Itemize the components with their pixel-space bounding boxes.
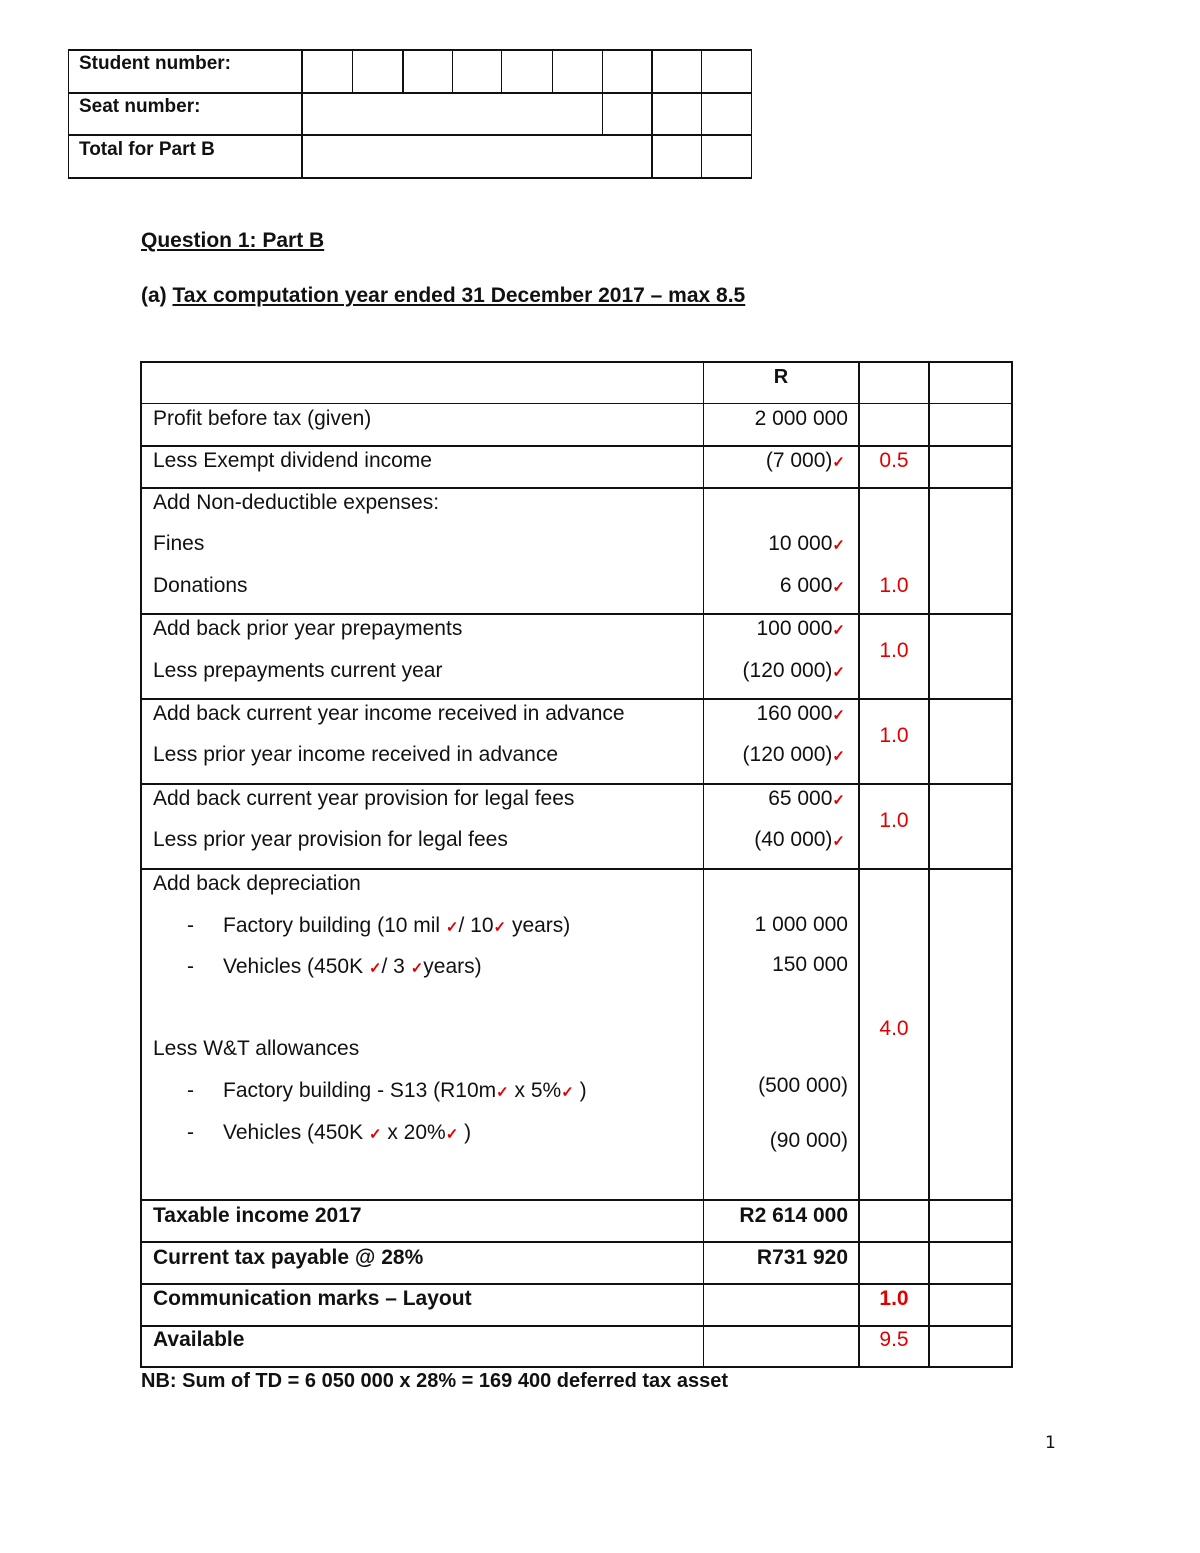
- nondeductible-label: Add Non-deductible expenses:: [153, 491, 440, 514]
- dash: -: [187, 1079, 194, 1102]
- tick-icon: ✓: [832, 454, 845, 471]
- text: years): [423, 955, 482, 978]
- total-part-b-label: Total for Part B: [79, 139, 215, 160]
- donations-amount: 6 000: [779, 574, 833, 597]
- tick-icon: ✓: [832, 664, 845, 681]
- prepayments-label-1: Add back prior year prepayments: [153, 617, 463, 640]
- subtitle-prefix: (a): [141, 284, 173, 307]
- donations-label: Donations: [153, 574, 248, 597]
- text: / 3: [381, 955, 411, 978]
- income-advance-mark: 1.0: [879, 724, 909, 747]
- depreciation-factory-label: Factory building (10 mil ✓/ 10✓ years): [223, 914, 570, 940]
- depreciation-vehicles-label: Vehicles (450K ✓/ 3 ✓years): [223, 955, 482, 981]
- wt-factory-amount: (500 000): [758, 1074, 848, 1097]
- tick-icon: ✓: [832, 833, 845, 850]
- dash: -: [187, 1121, 194, 1144]
- taxable-income-label: Taxable income 2017: [153, 1204, 362, 1227]
- tick-icon: ✓: [832, 622, 845, 639]
- tick-icon: ✓: [496, 1084, 509, 1101]
- prepayments-amount-2: (120 000): [742, 659, 833, 682]
- text: Factory building (10 mil: [223, 914, 446, 937]
- fines-label: Fines: [153, 532, 205, 555]
- dash: -: [187, 955, 194, 978]
- page-number: 1: [1045, 1433, 1056, 1453]
- text: x 5%: [508, 1079, 562, 1102]
- column-header-rand: R: [773, 366, 789, 388]
- wt-factory-label: Factory building - S13 (R10m✓ x 5%✓ ): [223, 1079, 587, 1105]
- tick-icon: ✓: [832, 748, 845, 765]
- prepayments-amount-1: 100 000: [756, 617, 833, 640]
- wt-vehicles-label: Vehicles (450K ✓ x 20%✓ ): [223, 1121, 471, 1147]
- profit-label: Profit before tax (given): [153, 407, 372, 430]
- fines-amount: 10 000: [768, 532, 833, 555]
- income-advance-amount-2: (120 000): [742, 743, 833, 766]
- exempt-amount: (7 000): [765, 449, 833, 472]
- available-mark: 9.5: [879, 1328, 909, 1351]
- legal-mark: 1.0: [879, 809, 909, 832]
- tick-icon: ✓: [410, 960, 424, 977]
- question-title: Question 1: Part B: [141, 229, 325, 252]
- legal-label-1: Add back current year provision for lega…: [153, 787, 575, 810]
- depreciation-label: Add back depreciation: [153, 872, 361, 895]
- exempt-mark: 0.5: [879, 449, 909, 472]
- text: Factory building - S13 (R10m: [223, 1079, 497, 1102]
- tick-icon: ✓: [832, 792, 845, 809]
- prepayments-label-2: Less prepayments current year: [153, 659, 443, 682]
- depreciation-factory-amount: 1 000 000: [754, 913, 848, 936]
- income-advance-amount-1: 160 000: [756, 702, 833, 725]
- available-label: Available: [153, 1328, 245, 1351]
- exempt-label: Less Exempt dividend income: [153, 449, 432, 472]
- communication-label: Communication marks – Layout: [153, 1287, 472, 1310]
- depreciation-mark: 4.0: [879, 1017, 909, 1040]
- profit-amount: 2 000 000: [754, 407, 848, 430]
- text: years): [506, 914, 571, 937]
- communication-mark: 1.0: [879, 1287, 909, 1310]
- tax-payable-label: Current tax payable @ 28%: [153, 1246, 424, 1269]
- text: ): [573, 1079, 587, 1102]
- depreciation-vehicles-amount: 150 000: [772, 953, 848, 976]
- tick-icon: ✓: [493, 919, 507, 936]
- tick-icon: ✓: [832, 579, 845, 596]
- text: x 20%: [381, 1121, 446, 1144]
- wt-allowances-label: Less W&T allowances: [153, 1037, 360, 1060]
- wt-vehicles-amount: (90 000): [769, 1129, 848, 1152]
- student-number-label: Student number:: [79, 53, 231, 74]
- text: ): [458, 1121, 472, 1144]
- subtitle-text: Tax computation year ended 31 December 2…: [172, 284, 746, 307]
- tick-icon: ✓: [445, 1126, 459, 1143]
- income-advance-label-2: Less prior year income received in advan…: [153, 743, 559, 766]
- tick-icon: ✓: [561, 1084, 574, 1101]
- legal-amount-1: 65 000: [768, 787, 833, 810]
- seat-number-label: Seat number:: [79, 96, 201, 117]
- text: Vehicles (450K: [223, 1121, 369, 1144]
- dash: -: [187, 914, 194, 937]
- tick-icon: ✓: [368, 1126, 382, 1143]
- subtitle: (a) Tax computation year ended 31 Decemb…: [141, 284, 745, 308]
- prepayments-mark: 1.0: [879, 639, 909, 662]
- note: NB: Sum of TD = 6 050 000 x 28% = 169 40…: [141, 1370, 728, 1392]
- tax-payable-amount: R731 920: [756, 1246, 848, 1269]
- text: / 10: [458, 914, 494, 937]
- nondeductible-mark: 1.0: [879, 574, 909, 597]
- tick-icon: ✓: [445, 919, 459, 936]
- legal-amount-2: (40 000): [754, 828, 833, 851]
- taxable-income-amount: R2 614 000: [739, 1204, 848, 1227]
- tick-icon: ✓: [368, 960, 382, 977]
- legal-label-2: Less prior year provision for legal fees: [153, 828, 508, 851]
- tick-icon: ✓: [832, 537, 845, 554]
- text: Vehicles (450K: [223, 955, 369, 978]
- tick-icon: ✓: [832, 707, 845, 724]
- income-advance-label-1: Add back current year income received in…: [153, 702, 625, 725]
